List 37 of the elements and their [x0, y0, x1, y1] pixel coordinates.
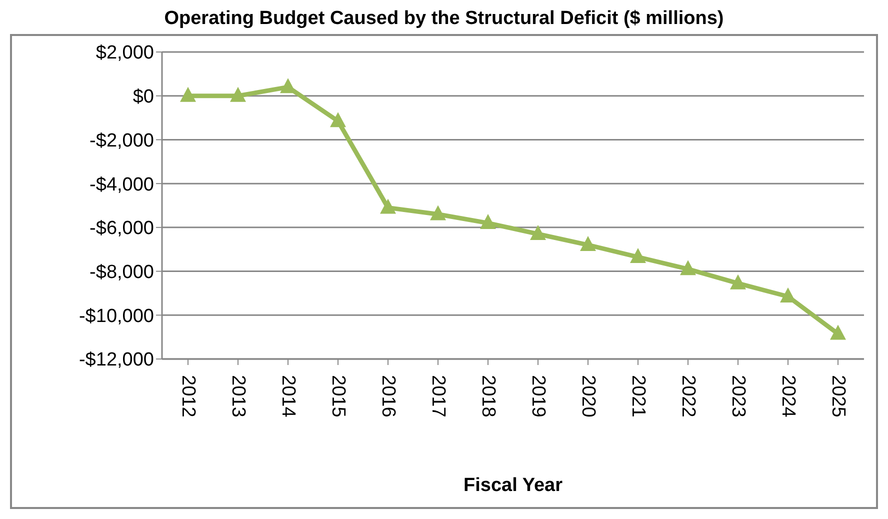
x-tick-label: 2016: [378, 375, 398, 418]
point: [180, 86, 196, 102]
point: [730, 274, 746, 290]
point: [330, 112, 346, 128]
x-tick-label: 2012: [178, 375, 198, 418]
point: [230, 86, 246, 102]
point: [530, 225, 546, 240]
x-tick-label: 2021: [628, 375, 648, 418]
point: [630, 248, 646, 264]
point: [830, 324, 846, 340]
y-tick-label: -$10,000: [78, 306, 154, 327]
y-tick-label: $2,000: [96, 42, 154, 64]
point: [780, 288, 796, 303]
y-tick-label: -$6,000: [90, 218, 154, 240]
y-tick-label: -$2,000: [90, 130, 154, 152]
x-tick-label: 2022: [678, 375, 698, 418]
point: [430, 205, 446, 220]
x-tick-label: 2023: [728, 375, 748, 418]
point: [680, 260, 696, 276]
chart-title: Operating Budget Caused by the Structural Deficit ($ millions): [163, 8, 725, 30]
x-tick-label: 2019: [528, 375, 548, 418]
x-tick-label: 2014: [278, 375, 298, 418]
y-tick-label: -$12,000: [78, 350, 154, 371]
x-tick-label: 2017: [428, 375, 448, 418]
point: [380, 198, 396, 214]
x-tick-label: 2013: [228, 375, 248, 418]
point: [480, 214, 496, 230]
y-tick-label: $0: [132, 86, 154, 108]
x-tick-label: 2025: [828, 375, 848, 418]
x-tick-label: 2018: [478, 375, 498, 418]
y-tick-label: -$8,000: [90, 262, 154, 284]
point: [580, 236, 596, 251]
x-tick-label: 2015: [328, 375, 348, 418]
y-tick-label: -$4,000: [90, 174, 154, 196]
x-tick-label: 2020: [578, 375, 598, 418]
x-axis-title: Fiscal Year: [464, 475, 564, 496]
x-tick-label: 2024: [778, 375, 798, 418]
